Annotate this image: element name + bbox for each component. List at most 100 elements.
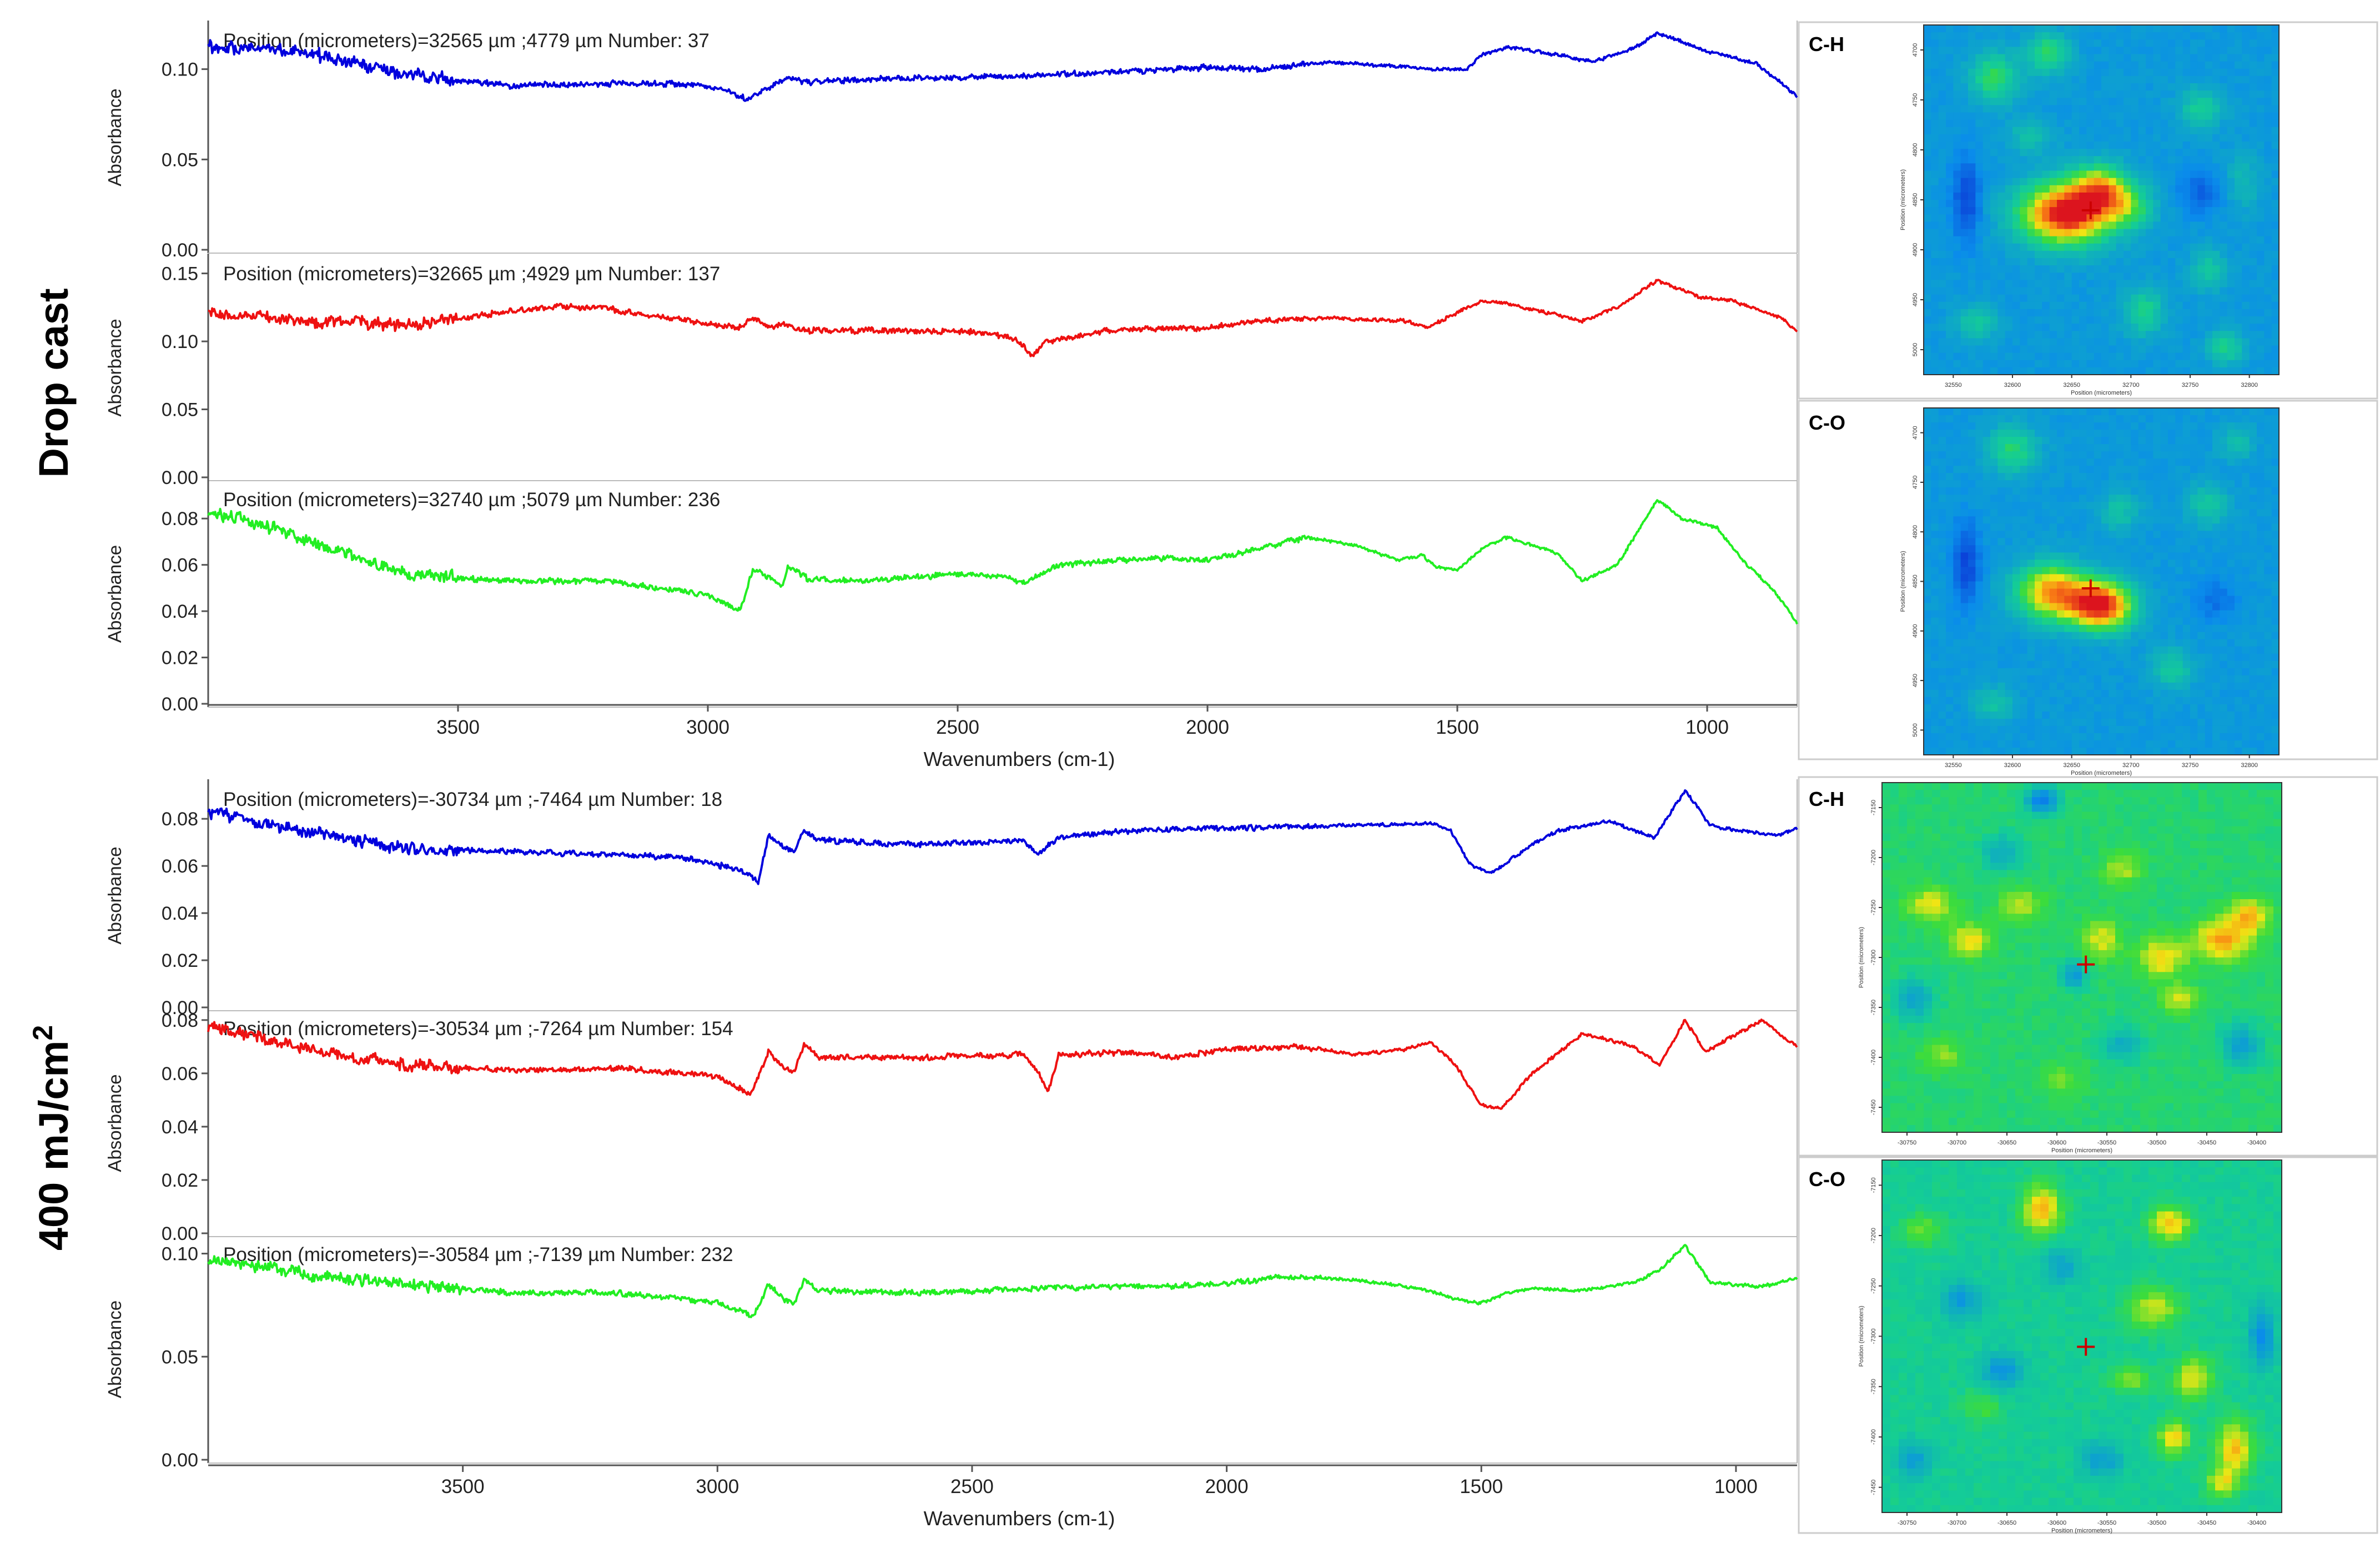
heatmap-cell	[2146, 668, 2154, 676]
heatmap-cell	[2116, 112, 2124, 120]
heatmap-cell	[2086, 273, 2095, 281]
heatmap-cell	[2175, 624, 2183, 633]
heatmap-cell	[2257, 588, 2265, 597]
heatmap-cell	[1997, 704, 2006, 712]
heatmap-cell	[2160, 273, 2168, 281]
heatmap-cell	[2131, 422, 2139, 430]
heatmap-cell	[2131, 704, 2139, 712]
heatmap-cell	[2064, 545, 2072, 553]
heatmap-cell	[2138, 639, 2146, 647]
heatmap-cell	[1990, 581, 1999, 589]
heatmap-cell	[2153, 567, 2161, 575]
heatmap-cell	[1938, 39, 1946, 48]
heatmap-cell	[2264, 473, 2272, 481]
heatmap-cell	[2264, 624, 2272, 633]
heatmap-x-tick-label: 32750	[2182, 382, 2199, 389]
heatmap-cell	[2132, 790, 2141, 798]
heatmap-cell	[2109, 466, 2117, 473]
heatmap-cell	[2182, 316, 2191, 324]
heatmap-cell	[2205, 156, 2213, 164]
heatmap-cell	[2131, 214, 2139, 223]
heatmap-cell	[2109, 610, 2117, 618]
heatmap-cell	[2264, 725, 2272, 734]
heatmap-cell	[1953, 68, 1961, 77]
heatmap-cell	[2138, 675, 2146, 683]
heatmap-cell	[2035, 487, 2043, 496]
heatmap-cell	[2190, 331, 2198, 339]
heatmap-cell	[1975, 422, 1984, 430]
heatmap-cell	[2153, 250, 2161, 259]
heatmap-cell	[1997, 178, 2006, 186]
heatmap-cell	[2020, 675, 2028, 683]
heatmap-cell	[2146, 682, 2154, 690]
heatmap-cell	[2242, 25, 2250, 33]
heatmap-cell	[1931, 105, 1939, 113]
heatmap-cell	[2227, 324, 2235, 332]
heatmap-cell	[2227, 265, 2235, 274]
heatmap-cell	[1946, 733, 1954, 741]
heatmap-cell	[2227, 682, 2235, 690]
heatmap-cell	[2146, 574, 2154, 582]
heatmap-cell	[2079, 214, 2087, 223]
heatmap-cell	[2197, 725, 2206, 734]
heatmap-cell	[2235, 516, 2243, 525]
heatmap-cell	[2190, 747, 2198, 755]
heatmap-cell	[2249, 466, 2257, 473]
heatmap-cell	[2235, 639, 2243, 647]
heatmap-cell	[2220, 316, 2228, 324]
heatmap-cell	[2168, 502, 2176, 510]
heatmap-cell	[2049, 229, 2057, 237]
heatmap-cell	[2071, 367, 2080, 375]
heatmap-cell	[2235, 588, 2243, 597]
heatmap-cell	[2064, 747, 2072, 755]
heatmap-cell	[2138, 54, 2146, 62]
heatmap-cell	[2175, 47, 2183, 55]
heatmap-cell	[2027, 156, 2035, 164]
heatmap-cell	[2264, 502, 2272, 510]
heatmap-cell	[1946, 487, 1954, 496]
heatmap-cell	[1975, 682, 1984, 690]
heatmap-cell	[2079, 415, 2087, 423]
heatmap-cell	[2264, 105, 2272, 113]
heatmap-cell	[2160, 596, 2168, 604]
heatmap-cell	[2242, 415, 2250, 423]
heatmap-cell	[2227, 134, 2235, 142]
heatmap-cell	[2257, 415, 2265, 423]
heatmap-cell	[1938, 54, 1946, 62]
heatmap-cell	[2242, 90, 2250, 99]
heatmap-cell	[1997, 112, 2006, 120]
heatmap-cell	[2190, 47, 2198, 55]
heatmap-cell	[2124, 523, 2132, 532]
heatmap-cell	[1946, 437, 1954, 445]
heatmap-cell	[1924, 112, 1932, 120]
heatmap-cell	[1968, 653, 1976, 662]
heatmap-cell	[2027, 646, 2035, 654]
heatmap-cell	[2168, 711, 2176, 719]
heatmap-cell	[1946, 567, 1954, 575]
heatmap-cell	[2242, 54, 2250, 62]
heatmap-cell	[2160, 718, 2168, 727]
heatmap-cell	[2160, 250, 2168, 259]
heatmap-cell	[2175, 516, 2183, 525]
heatmap-cell	[2086, 90, 2095, 99]
heatmap-cell	[2101, 352, 2110, 361]
heatmap-cell	[2182, 804, 2191, 813]
heatmap-cell	[1960, 444, 1969, 452]
heatmap-cell	[2064, 273, 2072, 281]
heatmap-cell	[2271, 480, 2280, 488]
heatmap-cell	[2227, 156, 2235, 164]
heatmap-cell	[1953, 192, 1961, 200]
heatmap-cell	[2109, 39, 2117, 48]
heatmap-cell	[2168, 105, 2176, 113]
heatmap-cell	[2168, 718, 2176, 727]
heatmap-cell	[2182, 273, 2191, 281]
heatmap-cell	[2257, 280, 2265, 288]
heatmap-cell	[2197, 639, 2206, 647]
heatmap-cell	[2101, 567, 2110, 575]
heatmap-cell	[2082, 797, 2091, 805]
heatmap-cell	[2064, 639, 2072, 647]
heatmap-cell	[2271, 221, 2280, 230]
heatmap-cell	[2160, 408, 2168, 416]
heatmap-cell	[2264, 531, 2272, 539]
